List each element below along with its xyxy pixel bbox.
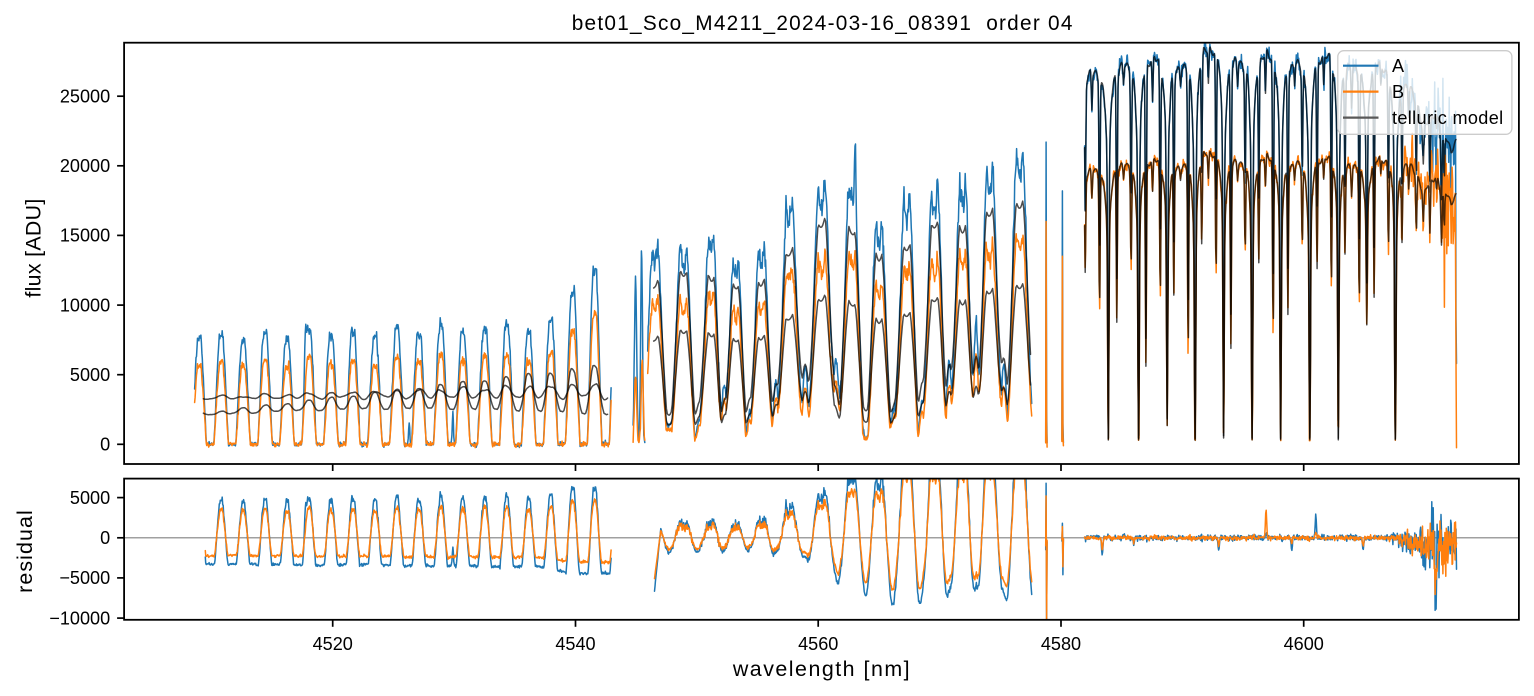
svg-text:bet01_Sco_M4211_2024-03-16_083: bet01_Sco_M4211_2024-03-16_08391 order 0… bbox=[572, 12, 1074, 35]
svg-text:4540: 4540 bbox=[555, 634, 595, 654]
svg-text:5000: 5000 bbox=[70, 488, 110, 508]
svg-text:20000: 20000 bbox=[60, 156, 110, 176]
svg-text:4560: 4560 bbox=[798, 634, 838, 654]
svg-text:25000: 25000 bbox=[60, 87, 110, 107]
svg-text:4580: 4580 bbox=[1041, 634, 1081, 654]
svg-text:residual: residual bbox=[13, 509, 37, 593]
svg-text:flux [ADU]: flux [ADU] bbox=[21, 198, 45, 297]
svg-text:4520: 4520 bbox=[313, 634, 353, 654]
svg-text:15000: 15000 bbox=[60, 226, 110, 246]
svg-text:B: B bbox=[1392, 82, 1404, 102]
svg-text:10000: 10000 bbox=[60, 295, 110, 315]
svg-text:telluric model: telluric model bbox=[1392, 108, 1504, 128]
svg-text:A: A bbox=[1392, 56, 1405, 76]
svg-text:wavelength [nm]: wavelength [nm] bbox=[732, 657, 911, 681]
svg-text:5000: 5000 bbox=[70, 365, 110, 385]
svg-text:0: 0 bbox=[100, 435, 110, 455]
svg-text:4600: 4600 bbox=[1284, 634, 1324, 654]
svg-text:−5000: −5000 bbox=[59, 568, 110, 588]
svg-text:−10000: −10000 bbox=[49, 608, 110, 628]
svg-text:0: 0 bbox=[100, 528, 110, 548]
